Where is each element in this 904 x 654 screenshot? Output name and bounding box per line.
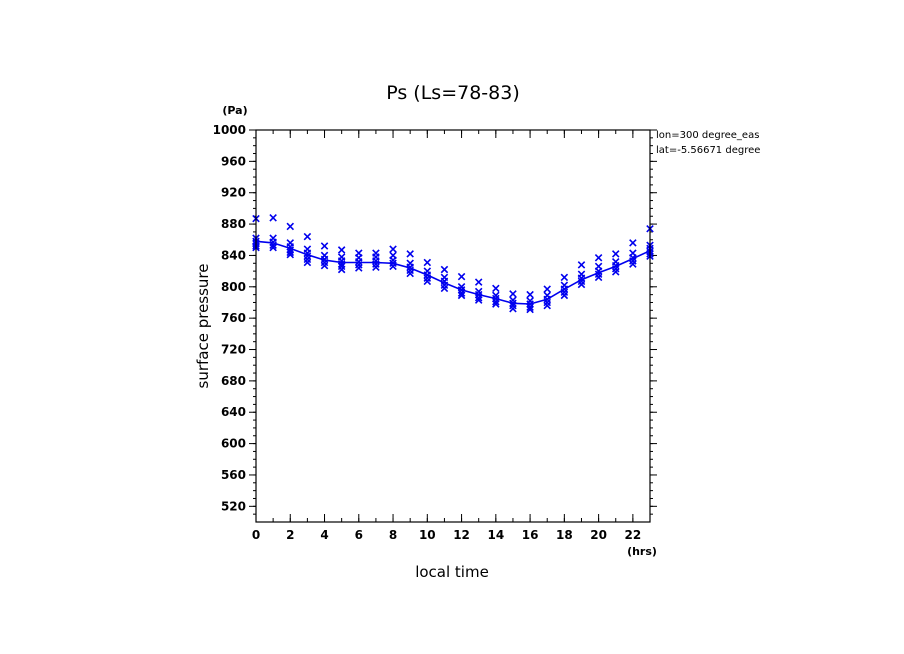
y-tick-label: 880 (221, 217, 246, 231)
data-point-marker (337, 260, 346, 268)
data-point-marker (611, 250, 620, 258)
y-axis-label: surface pressure (194, 264, 212, 389)
plot-frame (255, 129, 651, 523)
data-point-marker (286, 248, 295, 257)
lon-annotation: lon=300 degree_eas (656, 130, 759, 141)
x-tick-label: 18 (556, 528, 573, 542)
x-tick-label: 20 (590, 528, 607, 542)
data-point-marker (594, 273, 603, 282)
data-point-marker (492, 297, 500, 306)
data-point-marker (577, 261, 586, 269)
data-point-marker (440, 284, 449, 293)
data-point-marker (474, 294, 483, 302)
chart-title: Ps (Ls=78-83) (386, 82, 520, 104)
data-point-marker (269, 243, 277, 252)
x-tick-label: 10 (419, 528, 436, 542)
data-point-marker (269, 214, 277, 222)
data-point-marker (509, 290, 517, 298)
y-unit-label: (Pa) (222, 104, 247, 117)
y-tick-label: 680 (221, 374, 246, 388)
mean-pressure-line (255, 240, 651, 305)
x-tick-label: 12 (453, 528, 470, 542)
data-point-marker (389, 245, 397, 253)
y-tick-label: 560 (221, 468, 246, 482)
data-point-marker (526, 290, 534, 299)
data-point-marker (355, 264, 363, 272)
data-point-marker (474, 278, 483, 286)
data-point-marker (543, 301, 551, 310)
data-point-marker (509, 304, 517, 313)
data-point-marker (457, 291, 466, 300)
data-point-marker (629, 260, 637, 268)
data-point-marker (303, 232, 312, 241)
data-point-marker (286, 222, 295, 231)
data-point-marker (492, 300, 500, 308)
data-point-marker (320, 242, 329, 250)
y-tick-label: 960 (221, 154, 246, 168)
y-tick-label: 600 (221, 437, 246, 451)
data-point-marker (406, 250, 414, 258)
data-point-marker (457, 272, 466, 281)
data-point-marker (269, 241, 277, 250)
lat-annotation: lat=-5.56671 degree (656, 145, 760, 156)
x-unit-label: (hrs) (627, 545, 657, 558)
data-point-marker (440, 265, 449, 274)
data-point-marker (372, 263, 380, 271)
y-tick-label: 840 (221, 248, 246, 262)
data-point-marker (337, 246, 346, 254)
x-tick-label: 2 (286, 528, 294, 542)
y-tick-label: 720 (221, 343, 246, 357)
y-tick-label: 760 (221, 311, 246, 325)
x-tick-label: 14 (487, 528, 504, 542)
x-tick-label: 22 (625, 528, 642, 542)
data-point-marker (594, 254, 603, 262)
y-tick-label: 800 (221, 280, 246, 294)
x-tick-label: 16 (522, 528, 539, 542)
x-tick-label: 0 (252, 528, 260, 542)
data-point-marker (526, 303, 534, 311)
data-point-marker (509, 299, 517, 308)
data-point-marker (629, 239, 637, 247)
data-point-marker (406, 269, 414, 278)
x-tick-label: 8 (389, 528, 397, 542)
y-tick-label: 1000 (213, 123, 246, 137)
data-point-marker (543, 285, 551, 293)
data-point-marker (423, 258, 432, 267)
data-point-marker (560, 291, 569, 300)
y-tick-label: 520 (221, 499, 246, 513)
data-point-marker (337, 265, 346, 274)
data-point-marker (577, 280, 586, 289)
data-point-marker (457, 289, 466, 297)
x-tick-label: 4 (320, 528, 328, 542)
data-point-marker (611, 268, 620, 276)
y-tick-label: 920 (221, 186, 246, 200)
data-point-marker (526, 305, 534, 314)
y-tick-label: 640 (221, 405, 246, 419)
data-point-marker (423, 277, 432, 286)
x-axis-label: local time (415, 563, 489, 581)
data-point-marker (389, 262, 397, 271)
data-point-marker (320, 261, 329, 270)
data-point-marker (492, 284, 500, 293)
data-point-marker (286, 250, 295, 259)
data-point-marker (560, 273, 569, 282)
data-point-marker (303, 258, 312, 267)
x-tick-label: 6 (355, 528, 363, 542)
data-point-marker (474, 296, 483, 304)
